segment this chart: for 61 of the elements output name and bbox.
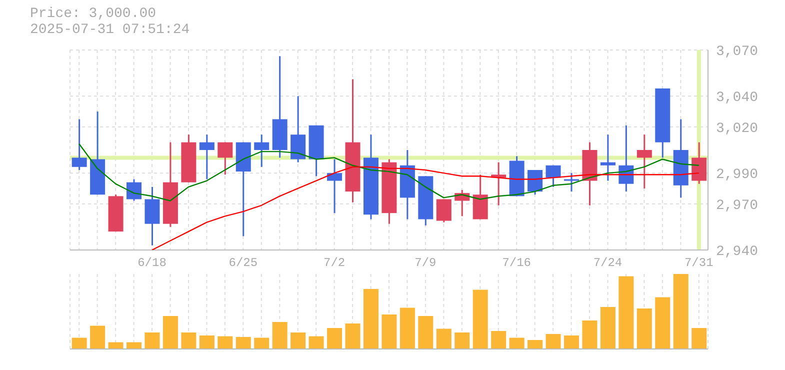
bar xyxy=(308,336,324,349)
bar xyxy=(454,332,470,349)
bar xyxy=(327,328,342,349)
x-tick-label: 7/31 xyxy=(684,256,714,270)
bar xyxy=(636,308,652,349)
y-tick-label: 3,070 xyxy=(716,44,758,60)
chart-title: Price: 3,000.00 xyxy=(30,6,158,22)
y-tick-label: 2,990 xyxy=(716,167,758,184)
candlestick xyxy=(692,142,707,185)
bar xyxy=(600,307,616,349)
x-tick-label: 7/24 xyxy=(593,256,622,270)
bar xyxy=(144,332,160,349)
bar xyxy=(436,328,452,349)
bar xyxy=(236,337,251,349)
candlestick xyxy=(126,178,142,202)
y-tick-label: 2,940 xyxy=(716,244,758,260)
bar xyxy=(72,338,87,349)
bar xyxy=(509,338,524,349)
bar xyxy=(363,289,378,349)
bar xyxy=(254,338,270,349)
bar xyxy=(162,316,178,349)
candlestick xyxy=(327,158,342,214)
bar xyxy=(181,332,196,349)
candlestick xyxy=(72,118,87,171)
bar xyxy=(546,334,561,349)
y-tick-label: 3,020 xyxy=(716,120,758,137)
bar xyxy=(564,336,579,349)
bar xyxy=(618,276,634,349)
bar xyxy=(673,274,688,349)
chart-subtitle: 2025-07-31 07:51:24 xyxy=(30,22,190,38)
bar xyxy=(655,297,670,349)
x-tick-label: 7/9 xyxy=(414,256,436,270)
bar xyxy=(290,332,306,349)
x-tick-label: 6/25 xyxy=(228,256,258,270)
bar xyxy=(472,290,488,349)
bar xyxy=(90,326,106,349)
y-tick-label: 3,040 xyxy=(716,90,758,106)
bar xyxy=(345,324,360,349)
bar xyxy=(528,340,543,349)
x-tick-label: 6/18 xyxy=(138,256,166,270)
candlestick xyxy=(436,198,452,224)
bar xyxy=(418,316,434,349)
bar xyxy=(582,320,598,349)
x-tick-label: 7/2 xyxy=(324,256,346,270)
candlestick xyxy=(528,169,543,196)
bar xyxy=(491,331,506,349)
candlestick xyxy=(564,172,579,192)
candlestick xyxy=(600,134,616,182)
candlestick xyxy=(546,164,561,188)
bar xyxy=(692,328,707,349)
bar xyxy=(199,336,214,349)
candlestick xyxy=(199,134,214,180)
bar xyxy=(272,322,288,349)
bar xyxy=(382,314,397,349)
x-tick-label: 7/16 xyxy=(502,256,532,270)
candlestick xyxy=(218,142,233,176)
bar xyxy=(218,336,233,349)
candlestick xyxy=(254,134,270,168)
candlestick xyxy=(636,134,652,190)
bar xyxy=(400,308,415,349)
y-tick-label: 2,970 xyxy=(716,198,758,214)
